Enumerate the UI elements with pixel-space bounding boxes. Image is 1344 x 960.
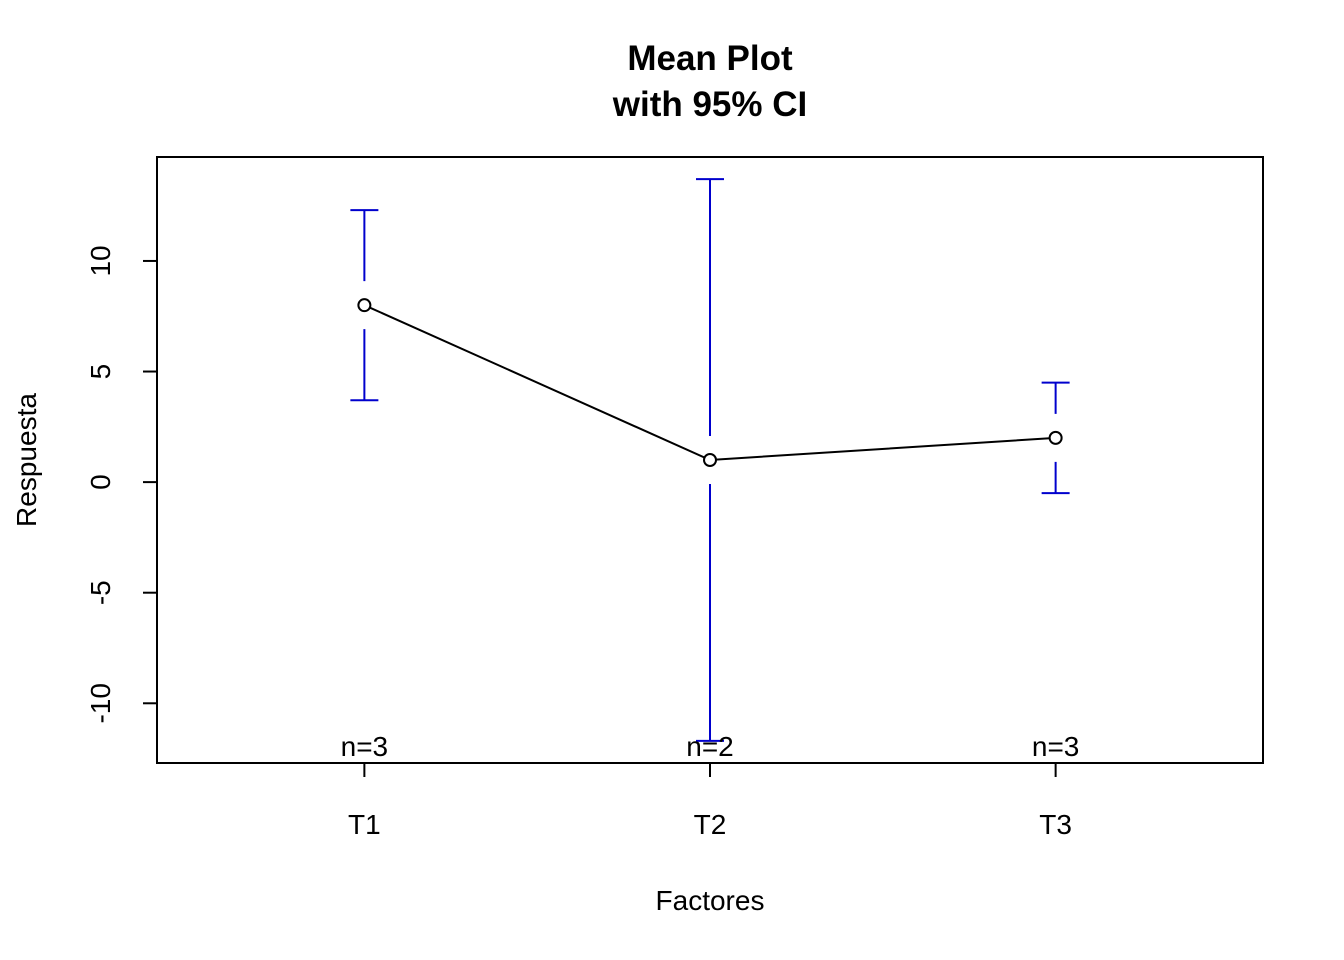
y-axis: -10 -5 0 5 10 (85, 245, 158, 724)
confidence-intervals (350, 178, 1070, 742)
mean-series (357, 298, 1063, 467)
n-label: n=3 (1032, 731, 1080, 762)
y-tick-label: 10 (85, 245, 116, 276)
chart-subtitle: with 95% CI (612, 85, 807, 124)
chart-title: Mean Plot (627, 39, 793, 78)
x-tick-label: T2 (694, 809, 727, 840)
x-axis: T1 T2 T3 (348, 762, 1072, 840)
mean-point (703, 453, 717, 467)
y-tick-label: -5 (85, 580, 116, 605)
n-label: n=2 (686, 731, 734, 762)
x-tick-label: T1 (348, 809, 381, 840)
mean-point (1048, 430, 1063, 445)
y-tick-label: -10 (85, 683, 116, 723)
mean-point (357, 298, 372, 313)
sample-size-labels: n=3 n=2 n=3 (341, 731, 1080, 762)
y-tick-label: 0 (85, 474, 116, 490)
y-axis-label: Respuesta (11, 393, 42, 527)
n-label: n=3 (341, 731, 389, 762)
x-tick-label: T3 (1039, 809, 1072, 840)
y-tick-label: 5 (85, 364, 116, 380)
x-axis-label: Factores (656, 885, 765, 916)
